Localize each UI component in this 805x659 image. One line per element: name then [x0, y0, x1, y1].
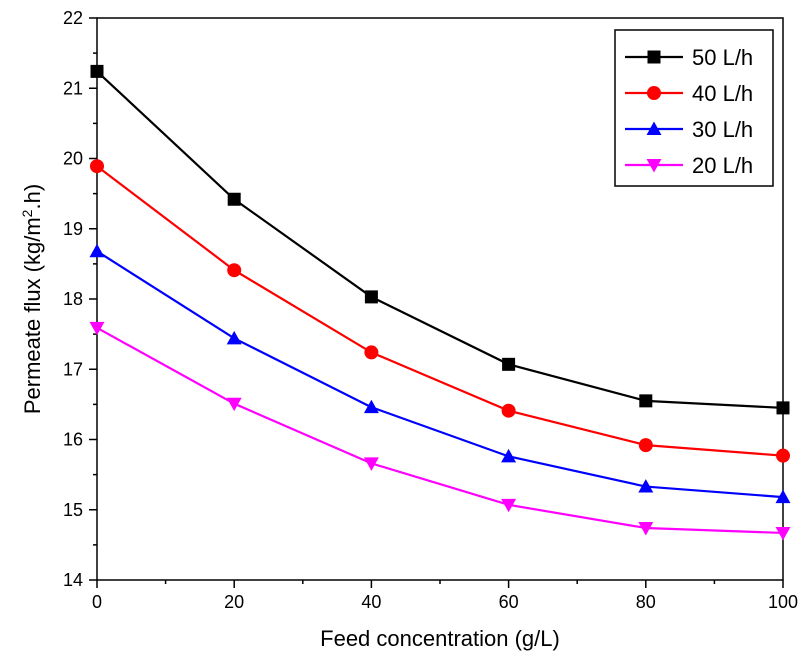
y-tick-label: 18 [63, 289, 83, 309]
series-1 [90, 159, 790, 463]
data-point [364, 290, 378, 304]
y-tick-label: 17 [63, 359, 83, 379]
data-point [227, 192, 241, 206]
series-line [96, 70, 784, 409]
y-tick-label: 22 [63, 8, 83, 28]
axis-ticks: 0 20 40 60 80 100 14 15 16 17 18 19 20 21 22 [63, 8, 798, 612]
series-group [89, 64, 791, 541]
x-tick-label: 0 [92, 592, 102, 612]
legend-marker [646, 159, 662, 173]
x-tick-label: 100 [768, 592, 798, 612]
series-line [96, 326, 784, 535]
y-tick-label: 20 [63, 149, 83, 169]
x-tick-label: 80 [636, 592, 656, 612]
legend-marker [647, 50, 661, 64]
data-point [501, 403, 516, 418]
data-point [363, 457, 379, 471]
data-point [638, 438, 653, 453]
series-line [96, 165, 784, 457]
data-point [501, 498, 517, 513]
y-tick-label: 21 [63, 78, 83, 98]
data-point [638, 522, 654, 536]
x-tick-label: 60 [499, 592, 519, 612]
x-tick-label: 20 [224, 592, 244, 612]
y-tick-label: 14 [63, 570, 83, 590]
legend-label: 30 L/h [692, 117, 753, 142]
series-2 [89, 243, 791, 504]
legend-item: 50 L/h [625, 45, 753, 70]
y-axis-title: Permeate flux (kg/m2.h) [19, 184, 45, 414]
series-3 [89, 321, 791, 541]
data-point [90, 64, 104, 78]
data-point [502, 357, 516, 371]
legend-item: 40 L/h [625, 81, 753, 106]
data-point [775, 489, 791, 504]
x-tick-label: 40 [361, 592, 381, 612]
data-point [775, 526, 791, 541]
data-point [89, 321, 105, 336]
x-axis-title: Feed concentration (g/L) [320, 626, 560, 651]
legend-label: 50 L/h [692, 45, 753, 70]
data-point [776, 448, 790, 463]
series-line [96, 250, 784, 499]
data-point [501, 448, 517, 463]
data-point [363, 399, 379, 414]
data-point [364, 345, 379, 360]
data-point [639, 394, 653, 408]
data-point [90, 159, 104, 174]
legend-label: 40 L/h [692, 81, 753, 106]
y-tick-label: 15 [63, 500, 83, 520]
data-point [227, 263, 242, 278]
legend-marker [647, 86, 661, 100]
legend-marker [646, 121, 662, 135]
legend: 50 L/h 40 L/h 30 L/h 20 L/h [614, 29, 774, 187]
y-tick-label: 19 [63, 219, 83, 239]
y-tick-label: 16 [63, 430, 83, 450]
legend-item: 30 L/h [625, 117, 753, 142]
data-point [776, 401, 790, 415]
data-point [226, 397, 242, 412]
legend-label: 20 L/h [692, 153, 753, 178]
data-point [226, 330, 242, 345]
series-0 [90, 64, 790, 415]
data-point [89, 243, 105, 258]
data-point [638, 479, 654, 493]
legend-item: 20 L/h [625, 153, 753, 178]
